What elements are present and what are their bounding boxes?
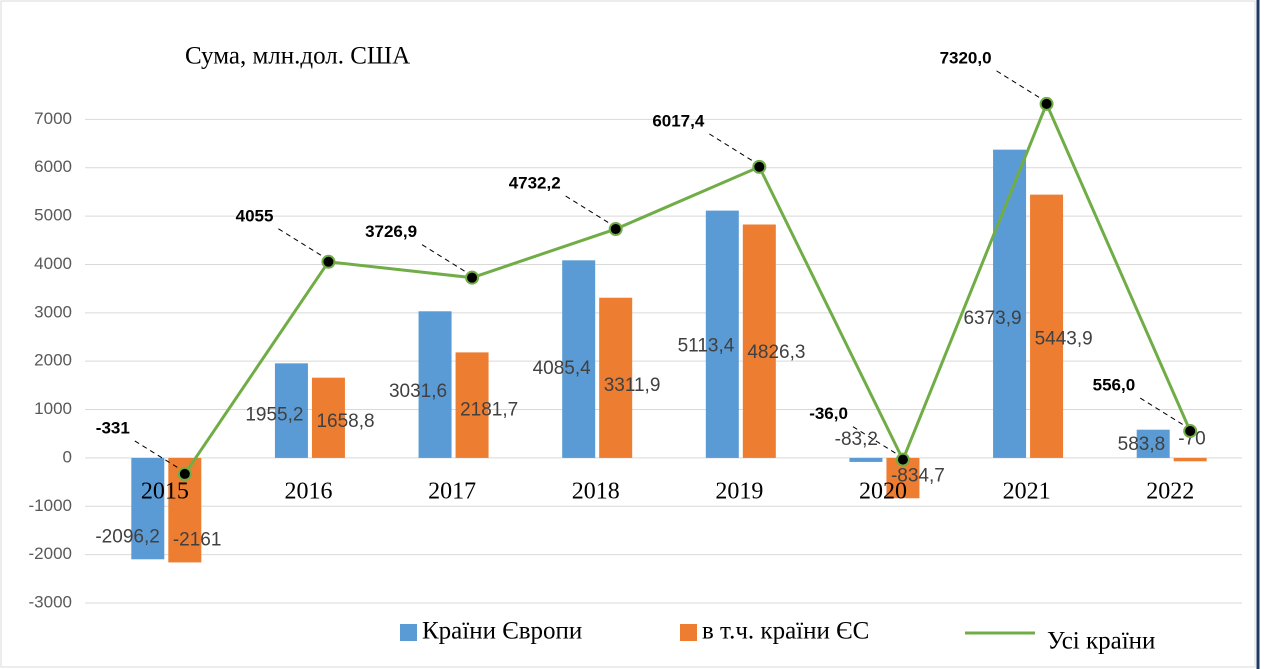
data-label: 1955,2 [245,404,303,425]
data-label: -83,2 [835,429,878,450]
data-label: 1658,8 [316,411,374,432]
line-marker [608,222,623,237]
bar [1136,429,1170,458]
legend-swatch [400,624,417,641]
y-tick-label: 3000 [34,302,72,321]
data-label: -834,7 [891,465,945,486]
bar [1030,194,1064,458]
bar [1173,457,1207,462]
y-tick-label: 5000 [34,206,72,225]
data-label: 5443,9 [1035,328,1093,349]
bar [455,352,489,458]
line-marker [465,270,480,285]
legend-swatch [680,624,697,641]
data-label: 3031,6 [389,381,447,402]
line [183,100,1192,475]
line-marker [895,452,910,467]
line-label: 4732,2 [509,174,561,193]
bar [274,363,308,458]
y-axis-label: Сума, млн.дол. США [185,43,410,70]
line-marker [177,466,192,481]
line-label: 7320,0 [940,48,992,67]
y-tick-label: 4000 [34,254,72,273]
x-tick-label: 2021 [1003,478,1051,504]
data-label: 6373,9 [963,308,1021,329]
line-label: -331 [96,418,130,437]
line-label: -36,0 [809,404,848,423]
y-tick-label: 2000 [34,351,72,370]
legend-label: Усі країни [1047,628,1155,655]
line-label: 6017,4 [652,111,705,130]
bar [742,224,776,458]
x-tick-label: 2019 [715,478,763,504]
bar [131,457,165,560]
legend-label: Країни Європи [422,618,582,645]
data-label: 3311,9 [604,375,661,396]
line-marker [1183,424,1198,439]
y-tick-label: -3000 [29,592,72,611]
x-tick-label: 2018 [572,478,620,504]
data-label: 5113,4 [678,336,735,357]
y-tick-label: -2000 [29,544,72,563]
line-marker [752,159,767,174]
data-label: 4085,4 [533,358,592,379]
bar [311,377,345,458]
data-label: 4826,3 [747,342,805,363]
x-tick-label: 2017 [428,478,476,504]
bar [705,210,739,458]
bar [562,260,596,458]
line-marker [321,254,336,269]
line-label: 556,0 [1093,376,1136,395]
x-tick-label: 2022 [1146,478,1194,504]
x-tick-label: 2016 [284,478,332,504]
y-tick-label: -1000 [29,496,72,515]
bar [418,311,452,458]
x-tick-label: 2020 [859,478,907,504]
y-tick-label: 7000 [34,109,72,128]
line-label: 4055 [236,206,274,225]
bar [599,297,633,458]
bar [993,149,1027,458]
y-tick-label: 6000 [34,157,72,176]
data-label: 583,8 [1118,434,1166,455]
x-tick-label: 2015 [141,478,189,504]
data-label: -2096,2 [95,526,159,547]
legend-label: в т.ч. країни ЄС [702,618,869,645]
y-tick-label: 0 [63,447,72,466]
bar [849,457,883,462]
line-marker [1039,96,1054,111]
y-tick-label: 1000 [34,399,72,418]
line-label: 3726,9 [365,222,417,241]
data-label: -2161 [173,529,222,550]
data-label: 2181,7 [460,399,518,420]
